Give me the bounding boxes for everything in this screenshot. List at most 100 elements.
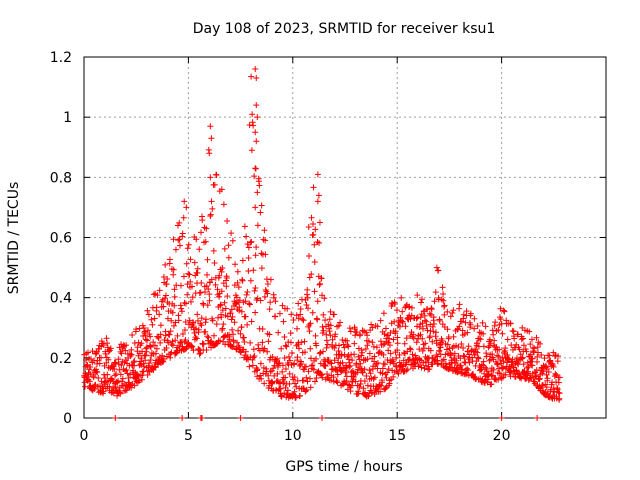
data-point (374, 323, 381, 330)
data-point (218, 314, 225, 321)
data-point (238, 308, 245, 315)
data-point (193, 335, 200, 342)
data-point (318, 275, 325, 282)
data-point (303, 374, 310, 381)
data-point (102, 350, 109, 357)
data-point (206, 291, 213, 298)
data-point (244, 241, 251, 248)
data-point (555, 353, 562, 360)
data-point (365, 338, 372, 345)
data-point (285, 353, 292, 360)
data-point (536, 376, 543, 383)
data-point (162, 292, 169, 299)
data-point (465, 343, 472, 350)
data-point (315, 192, 322, 199)
data-point (358, 365, 365, 372)
data-point (295, 345, 302, 352)
data-point (261, 380, 268, 387)
data-point (522, 346, 529, 353)
data-point (89, 348, 96, 355)
data-point (379, 379, 386, 386)
data-point (490, 366, 497, 373)
data-point (235, 284, 242, 291)
data-point (413, 315, 420, 322)
data-point (329, 336, 336, 343)
data-point (515, 361, 522, 368)
data-point (233, 294, 240, 301)
data-point (534, 358, 541, 365)
data-point (381, 361, 388, 368)
data-point (144, 327, 151, 334)
data-point (344, 342, 351, 349)
data-point (428, 305, 435, 312)
data-point (208, 276, 215, 283)
data-point (476, 329, 483, 336)
data-point (487, 340, 494, 347)
data-point (261, 345, 268, 352)
data-point (400, 349, 407, 356)
data-point (474, 340, 481, 347)
data-point (90, 374, 97, 381)
data-point (229, 237, 236, 244)
data-point (312, 226, 319, 233)
data-point (104, 340, 111, 347)
data-point (404, 366, 411, 373)
data-point (407, 315, 414, 322)
data-point (359, 349, 366, 356)
data-point (243, 291, 250, 298)
data-point (252, 285, 259, 292)
data-point (502, 371, 509, 378)
data-point (276, 359, 283, 366)
data-point (115, 361, 122, 368)
data-point (212, 281, 219, 288)
data-point (180, 214, 187, 221)
data-point (257, 372, 264, 379)
data-point (139, 372, 146, 379)
x-tick-label: 15 (388, 428, 406, 444)
data-point (384, 356, 391, 363)
data-point (443, 346, 450, 353)
data-point (469, 354, 476, 361)
data-point (186, 271, 193, 278)
data-point (202, 319, 209, 326)
data-point (328, 360, 335, 367)
data-point (207, 123, 214, 130)
data-point (115, 356, 122, 363)
data-point (555, 379, 562, 386)
data-point (164, 315, 171, 322)
data-point (182, 319, 189, 326)
data-point (302, 363, 309, 370)
data-point (544, 365, 551, 372)
data-point (346, 359, 353, 366)
data-point (494, 361, 501, 368)
data-point (378, 382, 385, 389)
data-point (219, 264, 226, 271)
data-point (164, 275, 171, 282)
data-point (225, 254, 232, 261)
data-point (296, 362, 303, 369)
data-point (240, 334, 247, 341)
data-point (495, 376, 502, 383)
data-point (467, 310, 474, 317)
data-point (282, 366, 289, 373)
data-point (413, 339, 420, 346)
data-point (301, 338, 308, 345)
data-point (262, 237, 269, 244)
data-point (238, 324, 245, 331)
data-point (172, 319, 179, 326)
data-point (138, 355, 145, 362)
data-point (261, 227, 268, 234)
data-point (346, 325, 353, 332)
data-point (501, 308, 508, 315)
data-point (456, 323, 463, 330)
data-point (123, 366, 130, 373)
data-point (281, 354, 288, 361)
data-point (282, 342, 289, 349)
data-point (374, 360, 381, 367)
data-point (194, 311, 201, 318)
data-point (253, 244, 260, 251)
data-point (187, 278, 194, 285)
data-point (149, 321, 156, 328)
data-point (162, 332, 169, 339)
data-point (175, 317, 182, 324)
